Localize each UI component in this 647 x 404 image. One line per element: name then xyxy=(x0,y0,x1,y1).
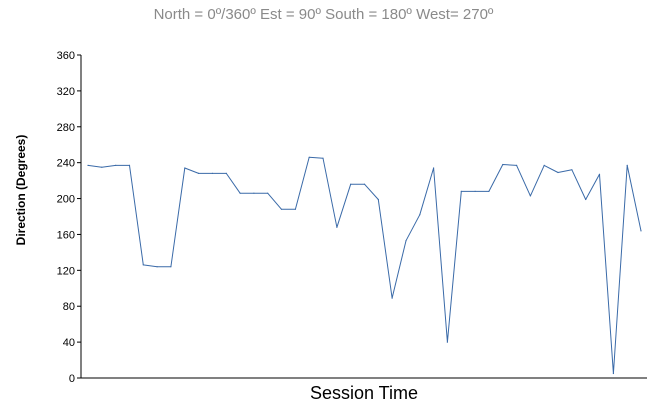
y-tick-label: 0 xyxy=(69,373,75,385)
data-point xyxy=(529,195,532,197)
data-point xyxy=(516,164,518,166)
data-point xyxy=(405,240,407,242)
y-tick-label: 360 xyxy=(57,50,75,62)
data-point xyxy=(460,190,462,192)
data-point xyxy=(128,164,131,166)
data-point xyxy=(336,226,338,228)
data-point xyxy=(488,190,490,192)
y-tick-label: 40 xyxy=(63,337,75,349)
data-point xyxy=(612,372,615,375)
data-point xyxy=(198,172,200,174)
series-layer xyxy=(87,156,642,375)
data-point xyxy=(280,208,283,210)
data-point xyxy=(571,169,573,171)
data-point xyxy=(308,156,310,158)
y-tick-label: 120 xyxy=(57,265,75,277)
data-point xyxy=(543,164,545,166)
x-axis-label: Session Time xyxy=(309,383,419,403)
data-point xyxy=(363,183,366,185)
data-point xyxy=(211,172,213,174)
data-point xyxy=(170,266,172,268)
data-point xyxy=(640,230,642,232)
data-point xyxy=(474,190,476,192)
y-tick-label: 80 xyxy=(63,301,75,313)
data-point xyxy=(294,208,296,210)
data-point xyxy=(322,157,324,159)
data-point xyxy=(377,198,379,201)
data-point xyxy=(626,164,628,166)
data-point xyxy=(391,297,393,299)
y-tick-label: 160 xyxy=(57,229,75,241)
data-point xyxy=(557,171,559,174)
data-point xyxy=(239,192,241,194)
data-point xyxy=(184,167,186,169)
chart-subtitle: North = 0º/360º Est = 90º South = 180º W… xyxy=(153,6,494,23)
data-point xyxy=(101,166,103,168)
data-point xyxy=(225,172,227,174)
y-tick-label: 320 xyxy=(57,86,75,98)
data-point xyxy=(585,198,587,201)
data-point xyxy=(446,341,448,343)
data-point xyxy=(142,264,144,266)
data-point xyxy=(267,192,269,194)
y-tick-label: 200 xyxy=(57,194,75,206)
series-line xyxy=(87,156,642,374)
data-point xyxy=(502,163,504,166)
y-tick-label: 240 xyxy=(57,158,75,170)
data-point xyxy=(156,266,158,268)
y-tick-label: 280 xyxy=(57,122,75,134)
axes xyxy=(80,55,647,379)
data-point xyxy=(115,164,117,166)
data-point xyxy=(350,183,352,185)
data-point xyxy=(253,192,255,194)
data-point xyxy=(433,167,435,169)
y-ticks: 0 40 80 120 160 200 240 280 320 360 xyxy=(57,50,81,385)
data-point xyxy=(419,214,421,216)
data-point xyxy=(598,173,601,175)
data-point xyxy=(87,164,89,166)
